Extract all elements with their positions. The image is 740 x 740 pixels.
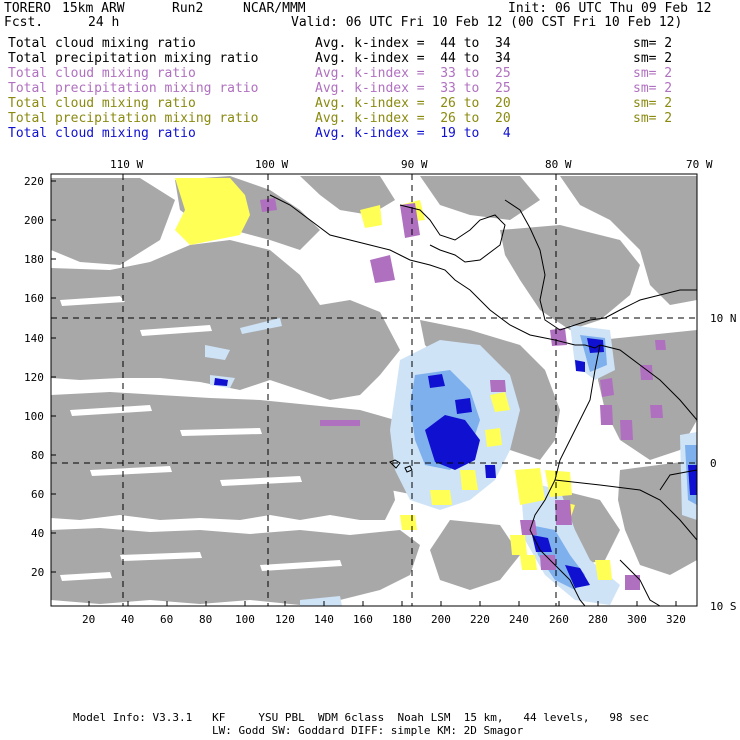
forecast-label: Fcst.: [4, 15, 44, 30]
x-tick-label: 40: [121, 613, 135, 626]
x-tick-label: 300: [627, 613, 647, 626]
x-tick-label: 280: [588, 613, 608, 626]
y-tick-label: 60: [31, 488, 45, 501]
legend-stat: Avg. k-index = 44 to 34: [315, 51, 511, 66]
model-resolution: 15km ARW: [62, 1, 125, 16]
latlon-grid: [51, 174, 697, 606]
x-tick-label: 60: [160, 613, 174, 626]
x-tick-label: 180: [392, 613, 412, 626]
y-tick-label: 180: [24, 253, 44, 266]
y-tick-label: 120: [24, 371, 44, 384]
y-tick-label: 140: [24, 332, 44, 345]
x-tick-label: 140: [314, 613, 334, 626]
legend-field: Total precipitation mixing ratio: [8, 81, 259, 96]
legend-stat: Avg. k-index = 44 to 34: [315, 36, 511, 51]
legend-stat: Avg. k-index = 26 to 20: [315, 96, 511, 111]
model-name: TORERO: [4, 1, 51, 16]
legend-stat: Avg. k-index = 33 to 25: [315, 66, 511, 81]
legend-field: Total cloud mixing ratio: [8, 96, 196, 111]
y-tick-label: 220: [24, 175, 44, 188]
run-label: Run2: [172, 1, 204, 16]
legend-sm: sm= 2: [633, 51, 673, 66]
y-tick-label: 40: [31, 527, 45, 540]
map-frame: [50, 173, 698, 607]
x-tick-label: 240: [509, 613, 529, 626]
legend-stat: Avg. k-index = 33 to 25: [315, 81, 511, 96]
legend-field: Total cloud mixing ratio: [8, 66, 196, 81]
x-tick-label: 20: [82, 613, 96, 626]
legend-stat: Avg. k-index = 26 to 20: [315, 111, 511, 126]
model-info-line1: Model Info: V3.3.1 KF YSU PBL WDM 6class…: [73, 711, 650, 724]
lon-label: 90 W: [401, 158, 428, 171]
lon-label: 110 W: [110, 158, 144, 171]
x-tick-label: 160: [353, 613, 373, 626]
org-label: NCAR/MMM: [243, 1, 306, 16]
x-tick-label: 260: [549, 613, 569, 626]
x-tick-label: 220: [470, 613, 490, 626]
legend-sm: sm= 2: [633, 96, 673, 111]
legend-stat: Avg. k-index = 19 to 4: [315, 126, 511, 141]
legend-sm: sm= 2: [633, 36, 673, 51]
y-tick-label: 160: [24, 292, 44, 305]
legend-sm: sm= 2: [633, 81, 673, 96]
y-tick-label: 20: [31, 566, 45, 579]
legend-sm: sm= 2: [633, 66, 673, 81]
legend-field: Total precipitation mixing ratio: [8, 51, 259, 66]
lat-label: 10 N: [710, 312, 737, 325]
legend-field: Total cloud mixing ratio: [8, 36, 196, 51]
legend-field: Total cloud mixing ratio: [8, 126, 196, 141]
y-tick-label: 100: [24, 410, 44, 423]
x-tick-label: 100: [235, 613, 255, 626]
forecast-value: 24 h: [88, 15, 120, 30]
model-info-line2: LW: Godd SW: Goddard DIFF: simple KM: 2D…: [212, 724, 524, 737]
y-tick-label: 200: [24, 214, 44, 227]
x-tick-label: 320: [666, 613, 686, 626]
cloud-field: [51, 176, 697, 606]
y-tick-label: 80: [31, 449, 45, 462]
tick-marks: [51, 180, 677, 606]
x-tick-label: 120: [275, 613, 295, 626]
legend-field: Total precipitation mixing ratio: [8, 111, 259, 126]
valid-time: Valid: 06 UTC Fri 10 Feb 12 (00 CST Fri …: [291, 15, 683, 30]
lat-label: 0: [710, 457, 717, 470]
legend-sm: sm= 2: [633, 111, 673, 126]
lon-label: 80 W: [545, 158, 572, 171]
lon-label: 70 W: [686, 158, 713, 171]
init-time: Init: 06 UTC Thu 09 Feb 12: [508, 1, 712, 16]
x-tick-label: 80: [199, 613, 213, 626]
lon-label: 100 W: [255, 158, 289, 171]
x-tick-label: 200: [431, 613, 451, 626]
lat-label: 10 S: [710, 600, 737, 613]
